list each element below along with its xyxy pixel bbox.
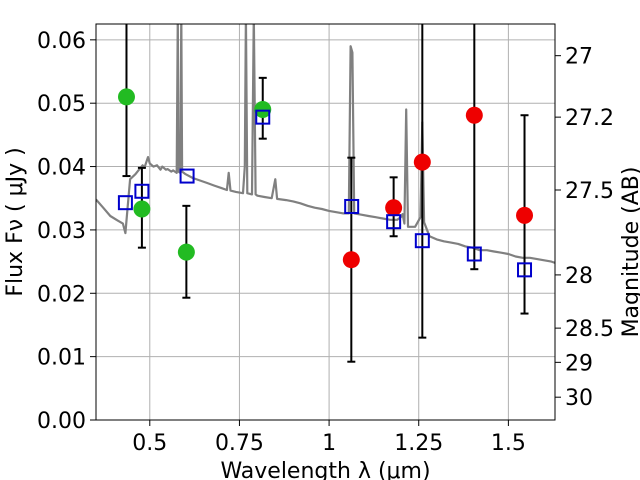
y2-tick-label: 27.5: [565, 179, 614, 204]
y-tick-label: 0.02: [37, 282, 86, 307]
y-tick-label: 0.00: [37, 409, 86, 434]
y-axis-ticks: 0.00 0.01 0.02 0.03 0.04 0.05 0.06: [37, 29, 96, 434]
x-tick-label: 1.5: [491, 431, 526, 456]
y2-tick-label: 28: [565, 264, 593, 289]
x-axis-label: Wavelength λ (μm): [220, 459, 430, 480]
spectrum-layer: [96, 24, 555, 264]
y2-tick-label: 27: [565, 45, 593, 70]
red-point-1: [385, 199, 403, 217]
y-tick-label: 0.06: [37, 29, 86, 54]
red-point-2: [413, 153, 431, 171]
y-axis-label: Flux Fν ( μJy ): [3, 147, 28, 296]
green-point-0: [117, 88, 135, 106]
x-tick-label: 0.5: [132, 431, 167, 456]
y2-tick-label: 28.5: [565, 317, 614, 342]
model-box-6: [414, 233, 430, 249]
model-box-4: [344, 198, 360, 214]
model-box-8: [517, 262, 533, 278]
error-bars: [122, 24, 529, 363]
grid-lines: [96, 24, 555, 421]
x-tick-label: 1.25: [394, 431, 443, 456]
red-point-3: [465, 106, 483, 124]
y2-tick-label: 29: [565, 351, 593, 376]
green-point-2: [177, 243, 195, 261]
model-box-5: [386, 214, 402, 230]
y2-axis-ticks: 27 27.2 27.5 28 28.5 29 30: [555, 45, 614, 411]
red-point-4: [516, 206, 534, 224]
red-point-0: [342, 251, 360, 269]
model-box-0: [117, 195, 133, 211]
green-point-1: [133, 200, 151, 218]
y2-axis-label: Magnitude (AB): [619, 167, 640, 338]
model-box-1: [134, 183, 150, 199]
model-box-3: [255, 109, 271, 125]
spectrum-line: [96, 24, 555, 264]
x-tick-label: 1: [322, 431, 336, 456]
y2-tick-label: 27.2: [565, 106, 614, 131]
y-tick-label: 0.05: [37, 92, 86, 117]
model-box-2: [179, 168, 195, 184]
y2-tick-label: 30: [565, 386, 593, 411]
model-box-7: [466, 246, 482, 262]
y-tick-label: 0.03: [37, 219, 86, 244]
y-tick-label: 0.01: [37, 346, 86, 371]
y-tick-label: 0.04: [37, 156, 86, 181]
data-points: [117, 88, 534, 278]
x-axis-ticks: 0.5 0.75 1 1.25 1.5: [132, 420, 526, 456]
green-point-3: [254, 101, 272, 119]
plot-frame: [95, 23, 556, 421]
x-tick-label: 0.75: [215, 431, 264, 456]
